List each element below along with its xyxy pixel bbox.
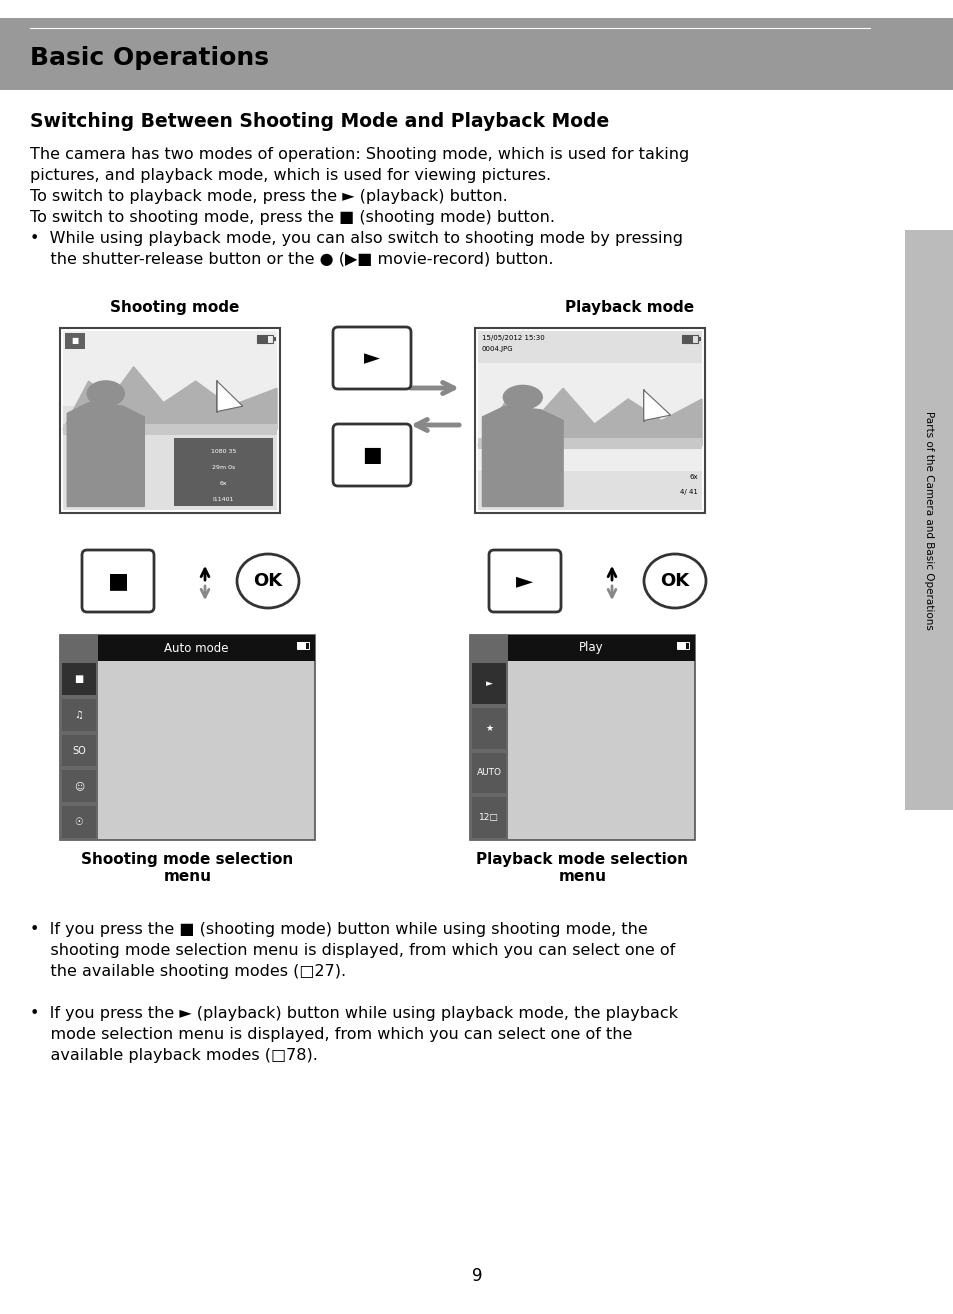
Polygon shape [643, 390, 670, 420]
Text: Auto mode: Auto mode [164, 641, 229, 654]
Bar [296, 643, 309, 649]
Text: 29m 0s: 29m 0s [212, 465, 234, 470]
Bar [174, 439, 273, 506]
Text: 15/05/2012 15:30: 15/05/2012 15:30 [481, 335, 544, 342]
Text: ►: ► [364, 348, 379, 368]
Bar [681, 335, 698, 343]
Bar [472, 708, 505, 749]
Text: 4/ 41: 4/ 41 [679, 489, 698, 494]
Text: Playback mode: Playback mode [565, 300, 694, 315]
Text: 9: 9 [471, 1267, 482, 1285]
Text: To switch to shooting mode, press the ■ (shooting mode) button.: To switch to shooting mode, press the ■ … [30, 210, 555, 225]
Text: 6x: 6x [219, 481, 227, 486]
Bar [296, 643, 306, 649]
Bar [698, 336, 700, 342]
Bar [677, 643, 688, 649]
Text: To switch to playback mode, press the ► (playback) button.: To switch to playback mode, press the ► … [30, 189, 507, 204]
FancyBboxPatch shape [333, 327, 411, 389]
Text: available playback modes (□78).: available playback modes (□78). [30, 1049, 317, 1063]
Text: the shutter-release button or the ● (▶■ movie-record) button.: the shutter-release button or the ● (▶■ … [30, 252, 553, 267]
Text: shooting mode selection menu is displayed, from which you can select one of: shooting mode selection menu is displaye… [30, 943, 675, 958]
Ellipse shape [643, 555, 705, 608]
Text: AUTO: AUTO [476, 769, 501, 778]
Bar [62, 735, 96, 766]
Bar [273, 336, 275, 342]
Text: Shooting mode: Shooting mode [111, 300, 239, 315]
Bar [256, 335, 268, 343]
Polygon shape [63, 367, 276, 430]
Text: •  If you press the ■ (shooting mode) button while using shooting mode, the: • If you press the ■ (shooting mode) but… [30, 922, 647, 937]
Bar [677, 643, 685, 649]
Bar [60, 635, 314, 840]
Text: ♫: ♫ [74, 710, 83, 720]
Bar [470, 635, 507, 840]
Text: SO: SO [72, 745, 86, 756]
Text: ★: ★ [484, 724, 493, 733]
Bar [475, 328, 704, 512]
Polygon shape [217, 381, 242, 411]
Text: pictures, and playback mode, which is used for viewing pictures.: pictures, and playback mode, which is us… [30, 168, 551, 183]
Bar [477, 439, 701, 449]
Text: Playback mode selection
menu: Playback mode selection menu [476, 851, 688, 884]
Bar [60, 635, 98, 840]
Bar [62, 699, 96, 731]
Bar [98, 635, 314, 661]
Text: 6x: 6x [689, 474, 698, 480]
Text: 12□: 12□ [478, 813, 498, 823]
Polygon shape [477, 388, 701, 445]
Bar [63, 424, 276, 435]
Text: OK: OK [659, 572, 689, 590]
Bar [62, 807, 96, 838]
Bar [472, 798, 505, 838]
Text: ■: ■ [362, 445, 381, 465]
Bar [63, 331, 276, 406]
Bar [63, 331, 276, 510]
Bar [477, 331, 701, 510]
Bar [60, 328, 280, 512]
Text: ■: ■ [71, 336, 78, 346]
Text: •  While using playback mode, you can also switch to shooting mode by pressing: • While using playback mode, you can als… [30, 231, 682, 246]
Text: ☉: ☉ [74, 817, 83, 827]
Text: Shooting mode selection
menu: Shooting mode selection menu [81, 851, 294, 884]
Bar [904, 230, 952, 809]
Ellipse shape [87, 380, 125, 407]
Polygon shape [68, 402, 144, 506]
Text: mode selection menu is displayed, from which you can select one of the: mode selection menu is displayed, from w… [30, 1028, 632, 1042]
Bar [472, 753, 505, 794]
Bar [681, 335, 692, 343]
Text: ■: ■ [74, 674, 84, 683]
Text: 1080 35: 1080 35 [211, 449, 236, 455]
Text: Play: Play [578, 641, 603, 654]
Bar [65, 332, 85, 350]
Bar [62, 770, 96, 803]
Text: ►: ► [516, 572, 533, 591]
Text: 0004.JPG: 0004.JPG [481, 346, 513, 352]
FancyBboxPatch shape [489, 551, 560, 612]
Text: ►: ► [485, 679, 492, 687]
Bar [470, 635, 695, 840]
Text: OK: OK [253, 572, 282, 590]
Ellipse shape [236, 555, 298, 608]
Text: Switching Between Shooting Mode and Playback Mode: Switching Between Shooting Mode and Play… [30, 112, 609, 131]
Text: ■: ■ [108, 572, 129, 591]
Bar [62, 664, 96, 695]
Bar [0, 18, 953, 89]
FancyBboxPatch shape [333, 424, 411, 486]
Text: the available shooting modes (□27).: the available shooting modes (□27). [30, 964, 346, 979]
Text: •  If you press the ► (playback) button while using playback mode, the playback: • If you press the ► (playback) button w… [30, 1007, 678, 1021]
Text: Parts of the Camera and Basic Operations: Parts of the Camera and Basic Operations [923, 410, 933, 629]
Bar [472, 664, 505, 704]
Text: Basic Operations: Basic Operations [30, 46, 269, 70]
Text: The camera has two modes of operation: Shooting mode, which is used for taking: The camera has two modes of operation: S… [30, 147, 688, 162]
Text: I11401: I11401 [213, 498, 233, 502]
Polygon shape [482, 406, 562, 506]
Bar [507, 635, 695, 661]
Bar [477, 363, 701, 470]
Bar [256, 335, 273, 343]
Text: ☺: ☺ [74, 782, 84, 791]
FancyBboxPatch shape [82, 551, 153, 612]
Ellipse shape [502, 385, 542, 410]
